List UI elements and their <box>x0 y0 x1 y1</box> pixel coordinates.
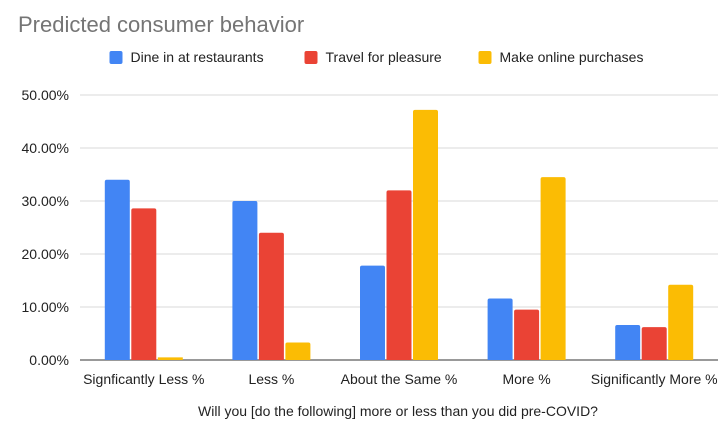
y-tick-label: 0.00% <box>29 352 69 368</box>
bar <box>232 201 258 360</box>
bar <box>487 298 513 360</box>
legend-label: Travel for pleasure <box>326 49 442 65</box>
x-tick-label: Less % <box>248 371 294 387</box>
bar <box>413 109 438 360</box>
x-tick-label: Significantly More % <box>591 371 718 387</box>
legend-swatch <box>109 51 123 64</box>
bar <box>641 327 667 360</box>
bar <box>514 309 540 360</box>
legend-label: Make online purchases <box>500 49 644 65</box>
bar <box>668 284 694 360</box>
bar <box>104 179 130 360</box>
y-tick-label: 50.00% <box>22 87 69 103</box>
x-axis-title: Will you [do the following] more or less… <box>198 403 598 419</box>
x-tick-label: More % <box>502 371 550 387</box>
bar <box>285 342 311 360</box>
x-tick-label: About the Same % <box>341 371 458 387</box>
bar <box>157 357 183 360</box>
y-axis: 0.00% 10.00% 20.00% 30.00% 40.00% 50.00% <box>22 87 69 368</box>
bar <box>386 190 412 360</box>
legend-swatch <box>478 51 492 64</box>
y-tick-label: 40.00% <box>22 140 69 156</box>
bar <box>131 208 157 360</box>
legend-swatch <box>304 51 318 64</box>
bar <box>540 177 566 360</box>
bar <box>258 232 284 360</box>
bar <box>615 325 641 360</box>
legend: Dine in at restaurants Travel for pleasur… <box>109 49 644 65</box>
bars <box>104 109 694 360</box>
x-axis: Signficantly Less % Less % About the Same … <box>83 371 718 387</box>
bar <box>360 265 385 360</box>
y-tick-label: 30.00% <box>22 193 69 209</box>
x-tick-label: Signficantly Less % <box>83 371 204 387</box>
y-tick-label: 10.00% <box>22 299 69 315</box>
legend-label: Dine in at restaurants <box>131 49 264 65</box>
y-tick-label: 20.00% <box>22 246 69 262</box>
chart-title: Predicted consumer behavior <box>18 12 304 37</box>
